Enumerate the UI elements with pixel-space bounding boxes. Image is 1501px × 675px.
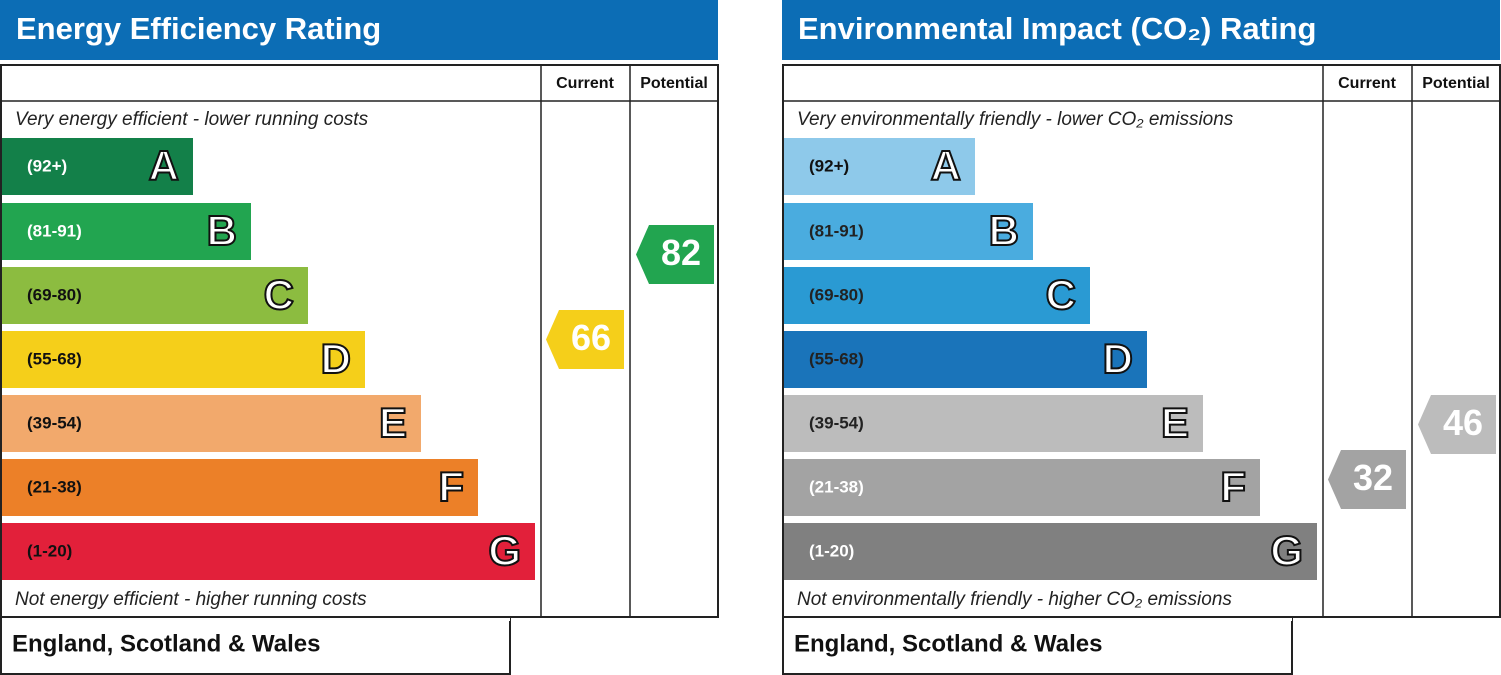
rating-band (784, 523, 1317, 580)
band-letter: G (1270, 527, 1303, 574)
footer-box (782, 616, 1293, 675)
column-header: Potential (1422, 75, 1490, 92)
band-range: (55-68) (27, 349, 82, 368)
band-range: (21-38) (27, 477, 82, 496)
bottom-note: Not energy efficient - higher running co… (15, 589, 367, 610)
band-letter: E (1161, 399, 1189, 446)
column-header: Current (556, 75, 614, 92)
rating-band (784, 459, 1260, 516)
panel-title: Energy Efficiency Rating (16, 11, 381, 46)
footer-mask (2, 618, 510, 621)
rating-value: 82 (661, 232, 701, 273)
band-letter: B (989, 207, 1019, 254)
rating-band (784, 331, 1147, 388)
rating-band (2, 138, 193, 195)
footer: England, Scotland & Wales (794, 630, 1102, 657)
rating-arrow (546, 310, 624, 369)
footer-mask (784, 618, 1292, 621)
band-letter: D (321, 335, 351, 382)
band-range: (1-20) (27, 541, 72, 560)
top-note: Very environmentally friendly - lower CO… (797, 109, 1234, 130)
panel-title: Environmental Impact (CO₂) Rating (798, 11, 1316, 46)
footer-box (0, 616, 511, 675)
band-range: (39-54) (27, 413, 82, 432)
band-letter: A (931, 142, 961, 189)
rating-band (784, 267, 1090, 324)
rating-value: 46 (1443, 402, 1483, 443)
band-letter: B (207, 207, 237, 254)
rating-band (784, 203, 1033, 260)
band-letter: A (149, 142, 179, 189)
column-header: Potential (640, 75, 708, 92)
band-letter: F (438, 463, 464, 510)
band-range: (55-68) (809, 349, 864, 368)
rating-value: 32 (1353, 457, 1393, 498)
rating-band (2, 523, 535, 580)
top-note: Very energy efficient - lower running co… (15, 109, 369, 130)
band-range: (81-91) (27, 221, 82, 240)
band-letter: F (1220, 463, 1246, 510)
band-letter: C (264, 271, 294, 318)
column-header: Current (1338, 75, 1396, 92)
band-range: (69-80) (809, 285, 864, 304)
rating-arrow (1328, 450, 1406, 509)
title-bar (782, 0, 1500, 60)
rating-band (784, 138, 975, 195)
rating-band (2, 203, 251, 260)
footer: England, Scotland & Wales (12, 630, 320, 657)
band-range: (39-54) (809, 413, 864, 432)
rating-band (2, 331, 365, 388)
band-range: (21-38) (809, 477, 864, 496)
rating-band (2, 459, 478, 516)
rating-band (2, 267, 308, 324)
rating-band (784, 395, 1203, 452)
rating-arrow (636, 225, 714, 284)
rating-band (2, 395, 421, 452)
band-letter: E (379, 399, 407, 446)
rating-value: 66 (571, 317, 611, 358)
band-range: (1-20) (809, 541, 854, 560)
band-letter: C (1046, 271, 1076, 318)
band-range: (92+) (809, 156, 849, 175)
bottom-note: Not environmentally friendly - higher CO… (797, 589, 1232, 610)
band-letter: D (1103, 335, 1133, 382)
band-letter: G (488, 527, 521, 574)
band-range: (81-91) (809, 221, 864, 240)
band-range: (92+) (27, 156, 67, 175)
rating-arrow (1418, 395, 1496, 454)
title-bar (0, 0, 718, 60)
band-range: (69-80) (27, 285, 82, 304)
